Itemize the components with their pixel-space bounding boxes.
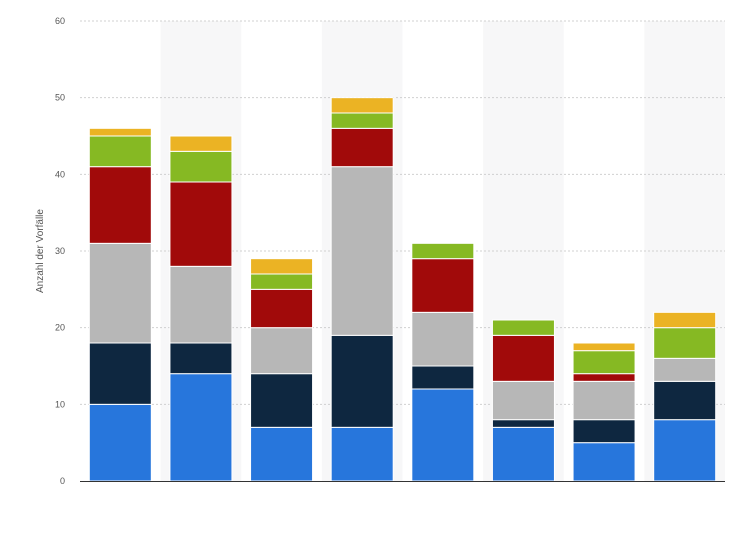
bar-segment — [411, 242, 475, 260]
bar-segment — [169, 181, 233, 267]
bar-segment — [169, 265, 233, 344]
bar-segment — [572, 442, 636, 482]
bar-segment — [491, 419, 555, 428]
bar-segment — [653, 311, 717, 329]
y-tick-label: 10 — [55, 399, 65, 409]
bar-segment — [169, 373, 233, 482]
bar-segment — [572, 380, 636, 421]
y-tick-label: 60 — [55, 16, 65, 26]
bar-segment — [88, 342, 152, 405]
bar-segment — [491, 426, 555, 482]
bar-segment — [250, 373, 314, 428]
bar-segment — [491, 319, 555, 336]
bar-segment — [88, 166, 152, 244]
bar-segment — [169, 342, 233, 375]
bar-segment — [411, 388, 475, 482]
bars — [88, 97, 717, 482]
y-tick-label: 40 — [55, 169, 65, 179]
bar-segment — [411, 258, 475, 313]
bar-segment — [572, 419, 636, 444]
bar-segment — [653, 419, 717, 482]
bar-segment — [250, 288, 314, 329]
bar-segment — [330, 127, 394, 168]
bar-segment — [88, 127, 152, 137]
bar-segment — [653, 327, 717, 359]
bar-segment — [169, 135, 233, 152]
bar-segment — [169, 150, 233, 183]
y-tick-label: 20 — [55, 323, 65, 333]
bar-segment — [250, 426, 314, 482]
bar-segment — [330, 112, 394, 129]
y-tick-label: 0 — [60, 476, 65, 486]
bar-segment — [330, 97, 394, 114]
bar-segment — [491, 334, 555, 382]
bar-segment — [330, 334, 394, 428]
y-axis-title: Anzahl der Vorfälle — [35, 209, 46, 293]
bar-segment — [330, 426, 394, 482]
bar-segment — [572, 373, 636, 382]
bar-segment — [250, 258, 314, 275]
bar-segment — [572, 342, 636, 352]
y-tick-label: 30 — [55, 246, 65, 256]
bar-segment — [572, 350, 636, 375]
bar-segment — [411, 365, 475, 390]
bar-segment — [330, 166, 394, 336]
bar-segment — [653, 357, 717, 382]
bar-segment — [491, 380, 555, 421]
bar-segment — [250, 273, 314, 290]
y-tick-labels: 0 10 20 30 40 50 60 — [55, 16, 65, 486]
bar-segment — [88, 242, 152, 344]
bar-segment — [250, 327, 314, 375]
bar-segment — [88, 403, 152, 482]
bar-segment — [88, 135, 152, 168]
bar-segment — [411, 311, 475, 367]
y-tick-label: 50 — [55, 93, 65, 103]
bar-segment — [653, 380, 717, 421]
